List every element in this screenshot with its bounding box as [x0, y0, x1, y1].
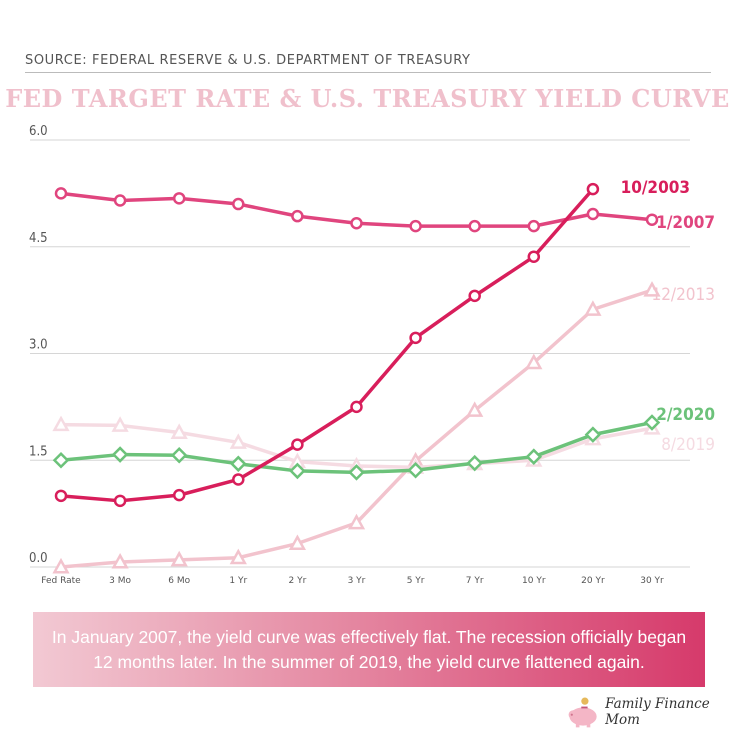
- data-point: [347, 513, 366, 530]
- data-point: [111, 446, 129, 463]
- data-point: [111, 552, 129, 569]
- series-2-2020: [52, 414, 661, 481]
- x-tick-label: Fed Rate: [41, 576, 81, 586]
- series-label: 2/2020: [656, 405, 715, 425]
- y-tick-label: 0.0: [29, 551, 48, 566]
- data-point: [409, 331, 422, 345]
- data-point: [350, 217, 363, 230]
- data-point: [291, 209, 304, 223]
- data-point: [113, 194, 127, 207]
- brand-logo: Family Finance Mom: [565, 695, 735, 729]
- data-point: [170, 447, 188, 464]
- data-point: [586, 182, 600, 196]
- x-tick-label: 10 Yr: [522, 576, 546, 586]
- series-label: 1/2007: [656, 213, 715, 233]
- x-tick-label: 7 Yr: [466, 576, 484, 586]
- caption-text: In January 2007, the yield curve was eff…: [51, 627, 687, 672]
- data-point: [289, 462, 306, 480]
- data-point: [350, 400, 363, 414]
- series-1-2007: [54, 187, 659, 233]
- data-point: [527, 219, 541, 233]
- data-point: [54, 187, 68, 200]
- series-label: 12/2013: [651, 285, 715, 305]
- series-10-2003: [54, 182, 600, 508]
- series-line: [60, 187, 595, 503]
- data-point: [584, 300, 602, 316]
- x-tick-label: 5 Yr: [407, 576, 425, 586]
- data-point: [232, 197, 245, 211]
- data-point: [172, 192, 186, 205]
- data-point: [645, 213, 659, 226]
- data-point: [52, 415, 70, 432]
- series-label: 8/2019: [661, 435, 715, 455]
- data-point: [291, 438, 304, 451]
- data-point: [409, 219, 422, 233]
- data-point: [111, 416, 129, 432]
- data-point: [584, 426, 602, 443]
- data-point: [170, 423, 188, 439]
- x-tick-label: 6 Mo: [168, 576, 190, 586]
- data-point: [288, 534, 307, 550]
- x-tick-label: 3 Mo: [109, 576, 131, 586]
- data-point: [466, 454, 483, 472]
- data-point: [229, 433, 247, 449]
- brand-name: Family Finance Mom: [605, 696, 710, 728]
- caption-banner: In January 2007, the yield curve was eff…: [33, 612, 705, 687]
- y-tick-label: 6.0: [29, 124, 48, 139]
- data-point: [229, 548, 247, 565]
- data-point: [525, 353, 543, 370]
- data-point: [54, 489, 68, 503]
- data-point: [586, 207, 600, 221]
- data-point: [52, 451, 70, 469]
- x-tick-label: 2 Yr: [289, 576, 307, 586]
- source-note: SOURCE: FEDERAL RESERVE & U.S. DEPARTMEN…: [25, 53, 471, 68]
- yield-curve-chart: 0.0 1.5 3.0 4.5 6.0 Fed Rate 3 Mo 6 Mo 1 Yr 2 Yr 3…: [29, 124, 715, 586]
- data-point: [466, 401, 484, 417]
- data-point: [527, 250, 541, 263]
- data-point: [468, 219, 481, 233]
- data-point: [643, 281, 661, 297]
- data-point: [348, 464, 365, 481]
- x-tick-label: 3 Yr: [348, 576, 366, 586]
- data-point: [232, 473, 245, 486]
- data-point: [170, 550, 188, 567]
- data-point: [113, 494, 127, 508]
- series-label: 10/2003: [621, 178, 690, 198]
- y-tick-label: 1.5: [29, 444, 48, 459]
- data-point: [468, 289, 481, 303]
- data-point: [643, 414, 661, 431]
- y-tick-label: 3.0: [29, 338, 48, 353]
- x-tick-label: 20 Yr: [581, 576, 605, 586]
- divider: [25, 72, 711, 73]
- x-tick-label: 1 Yr: [229, 576, 247, 586]
- x-tick-label: 30 Yr: [640, 576, 664, 586]
- piggy-bank-icon: [568, 697, 597, 728]
- data-point: [230, 455, 247, 473]
- data-point: [407, 461, 424, 479]
- data-point: [172, 488, 186, 502]
- data-point: [52, 557, 70, 574]
- data-point: [525, 448, 543, 465]
- chart-title: FED TARGET RATE & U.S. TREASURY YIELD CU…: [5, 84, 730, 113]
- y-tick-label: 4.5: [29, 231, 48, 246]
